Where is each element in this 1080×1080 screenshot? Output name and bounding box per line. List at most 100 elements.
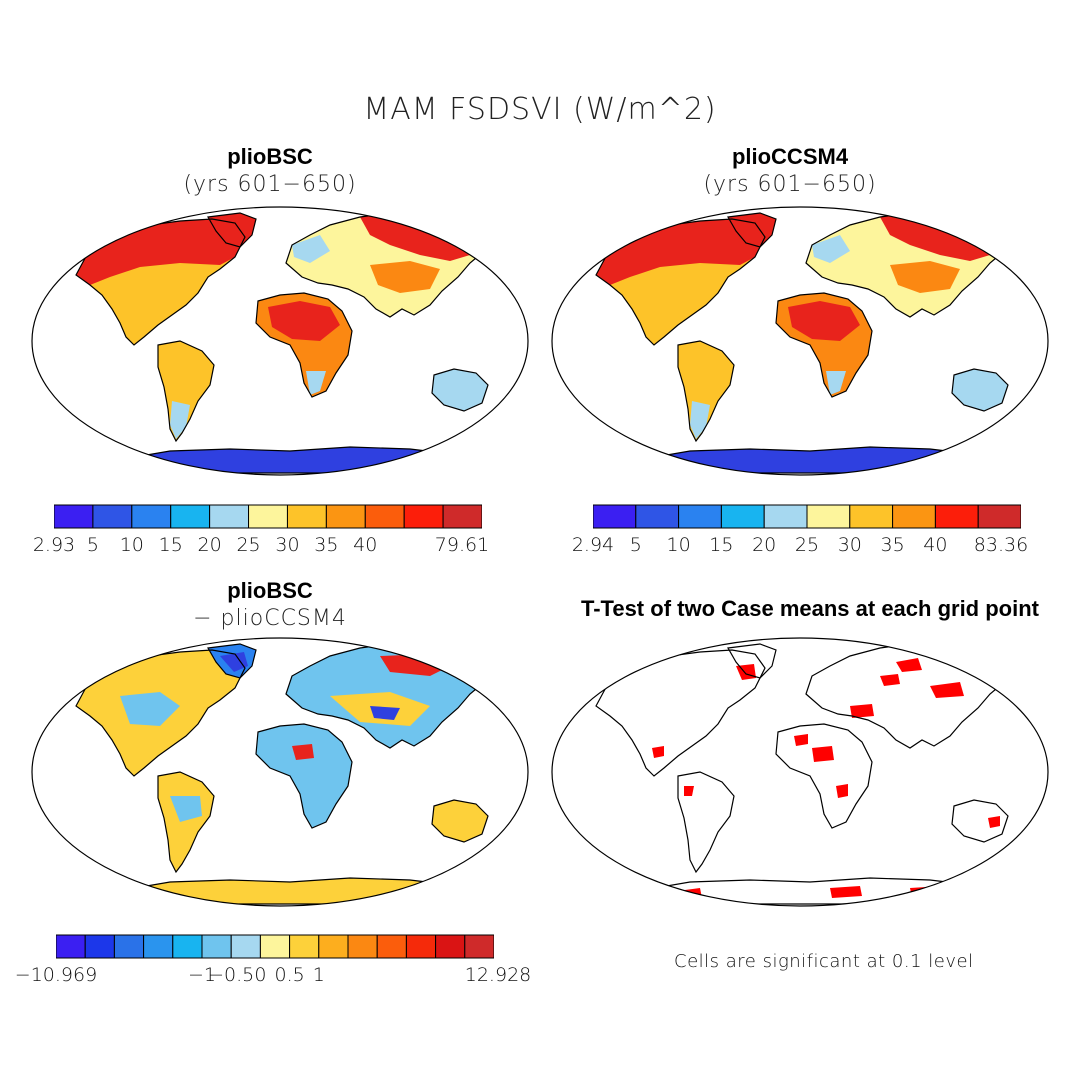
europeAsia-coastline bbox=[805, 212, 1003, 318]
significance-note: Cells are significant at 0.1 level bbox=[674, 951, 974, 972]
map-border bbox=[551, 206, 1049, 476]
greenland-coastline bbox=[207, 212, 257, 248]
colorbar-swatch bbox=[934, 504, 979, 529]
colorbar-swatch bbox=[977, 504, 1021, 529]
africa-region bbox=[794, 734, 808, 746]
africa-region bbox=[268, 301, 340, 341]
africa-coastline bbox=[255, 292, 353, 398]
colorbar-label: 40 bbox=[353, 534, 378, 556]
australia-region bbox=[988, 816, 1000, 828]
europeAsia-region bbox=[890, 261, 960, 293]
colorbar-label: 12.928 bbox=[464, 964, 532, 986]
panel1-subtitle: (yrs 601−650) bbox=[183, 172, 357, 197]
colorbar-label: 30 bbox=[275, 534, 300, 556]
map-ttest bbox=[551, 637, 1049, 907]
panel4-title: T-Test of two Case means at each grid po… bbox=[580, 596, 1039, 621]
colorbar-swatch bbox=[464, 934, 494, 959]
colorbar-swatch bbox=[763, 504, 808, 529]
europeAsia-land bbox=[806, 644, 1002, 748]
northAmerica-coastline bbox=[595, 649, 766, 777]
colorbar-label: 10 bbox=[666, 534, 691, 556]
colorbar-label: 25 bbox=[794, 534, 820, 556]
colorbar-swatch bbox=[892, 504, 936, 529]
panel1-title: plioBSC bbox=[227, 144, 313, 169]
map-plioBSC bbox=[31, 206, 529, 476]
colorbar-swatch bbox=[405, 934, 437, 959]
colorbar-label: 0.5 bbox=[274, 964, 305, 986]
antarctica-region bbox=[830, 886, 862, 898]
australia-land bbox=[432, 800, 488, 842]
greenland-region bbox=[220, 652, 248, 672]
colorbar-label: 30 bbox=[837, 534, 862, 556]
southAmerica-coastline bbox=[677, 771, 735, 874]
colorbar-difference bbox=[56, 934, 494, 959]
africa-region bbox=[306, 371, 326, 395]
map-border bbox=[551, 637, 1049, 907]
colorbar-label: −0.5 bbox=[208, 964, 255, 986]
map-border bbox=[31, 206, 529, 476]
colorbar-label: 83.36 bbox=[973, 534, 1029, 556]
australia-land bbox=[952, 800, 1008, 842]
colorbar-swatch bbox=[593, 504, 637, 529]
africa-coastline bbox=[255, 723, 353, 829]
map-plioCCSM4 bbox=[551, 206, 1049, 476]
greenland-coastline bbox=[727, 643, 777, 679]
colorbar-swatch bbox=[347, 934, 378, 959]
panel3-subtitle: − plioCCSM4 bbox=[193, 606, 347, 631]
australia-coastline bbox=[951, 368, 1009, 412]
southAmerica-coastline bbox=[157, 340, 215, 443]
europeAsia-coastline bbox=[285, 212, 483, 318]
colorbar-swatch bbox=[318, 934, 349, 959]
colorbar-swatch bbox=[286, 504, 327, 529]
europeAsia-region bbox=[850, 704, 874, 718]
colorbar-swatch bbox=[143, 934, 174, 959]
figure-title: MAM FSDSVI (W/m^2) bbox=[363, 92, 717, 127]
colorbar-swatch bbox=[84, 934, 115, 959]
colorbar-label: 15 bbox=[158, 534, 183, 556]
southAmerica-coastline bbox=[677, 340, 735, 443]
colorbar-label: 25 bbox=[236, 534, 261, 556]
northAmerica-land bbox=[596, 650, 765, 776]
colorbar-label: 35 bbox=[314, 534, 339, 556]
panel2-title: plioCCSM4 bbox=[731, 144, 849, 169]
panel2-subtitle: (yrs 601−650) bbox=[703, 172, 877, 197]
colorbar-swatch bbox=[720, 504, 765, 529]
colorbar-label: 1 bbox=[312, 964, 325, 986]
colorbar-swatch bbox=[376, 934, 407, 959]
australia-land bbox=[952, 369, 1008, 411]
colorbar-label: 79.61 bbox=[434, 534, 490, 556]
southAmerica-region bbox=[170, 796, 202, 822]
colorbar-label: 40 bbox=[923, 534, 948, 556]
africa-region bbox=[788, 301, 860, 341]
africa-region bbox=[292, 744, 314, 760]
africa-region bbox=[812, 746, 834, 762]
europeAsia-region bbox=[930, 682, 964, 698]
africa-coastline bbox=[775, 292, 873, 398]
colorbar-swatch bbox=[230, 934, 261, 959]
colorbar-swatch bbox=[92, 504, 133, 529]
africa-region bbox=[836, 784, 848, 798]
colorbar-label: 20 bbox=[197, 534, 222, 556]
colorbar-label: 0 bbox=[254, 964, 267, 986]
colorbar-swatch bbox=[170, 504, 211, 529]
colorbar-swatch bbox=[131, 504, 172, 529]
australia-coastline bbox=[431, 799, 489, 843]
colorbar-swatch bbox=[806, 504, 851, 529]
colorbar-swatch bbox=[442, 504, 482, 529]
map-difference bbox=[31, 637, 529, 907]
colorbar-swatch bbox=[403, 504, 444, 529]
colorbar-swatch bbox=[201, 934, 232, 959]
colorbar-swatch bbox=[56, 934, 86, 959]
colorbar-label: 20 bbox=[752, 534, 777, 556]
greenland-coastline bbox=[727, 212, 777, 248]
colorbar-label: 2.93 bbox=[32, 534, 76, 556]
colorbar-label: 10 bbox=[119, 534, 144, 556]
colorbar-plioBSC bbox=[54, 504, 482, 529]
colorbar-label: −1 bbox=[187, 964, 217, 986]
europeAsia-region bbox=[370, 706, 400, 720]
colorbar-swatch bbox=[259, 934, 291, 959]
africa-region bbox=[826, 371, 846, 395]
colorbar-swatch bbox=[113, 934, 145, 959]
southAmerica-coastline bbox=[157, 771, 215, 874]
europeAsia-region bbox=[812, 235, 850, 263]
